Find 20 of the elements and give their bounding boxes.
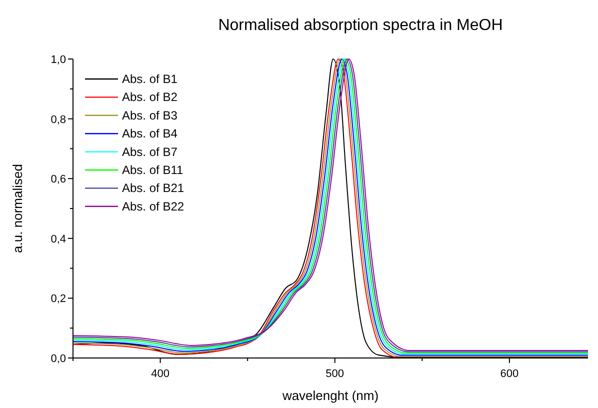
y-tick-label: 1,0 (50, 54, 66, 66)
chart-title: Normalised absorption spectra in MeOH (218, 17, 503, 34)
y-tick-label: 0,2 (50, 293, 66, 306)
legend-label: Abs. of B21 (122, 181, 184, 196)
legend-label: Abs. of B22 (122, 199, 184, 214)
x-tick-label: 500 (326, 368, 344, 380)
y-tick-label: 0,6 (50, 174, 66, 186)
y-axis-title: a.u. normalised (10, 164, 25, 253)
legend-label: Abs. of B7 (122, 144, 178, 159)
legend-label: Abs. of B11 (122, 163, 184, 177)
y-tick-label: 0,0 (50, 353, 66, 365)
y-tick-label: 0,8 (50, 114, 66, 126)
x-tick-label: 600 (500, 368, 519, 380)
legend-label: Abs. of B2 (122, 90, 178, 104)
y-tick-label: 0,4 (50, 233, 66, 246)
legend-label: Abs. of B3 (122, 108, 178, 122)
x-axis-title: wavelenght (nm) (281, 388, 379, 403)
x-tick-label: 400 (151, 368, 170, 380)
legend-label: Abs. of B1 (122, 72, 178, 86)
legend-label: Abs. of B4 (122, 126, 178, 141)
